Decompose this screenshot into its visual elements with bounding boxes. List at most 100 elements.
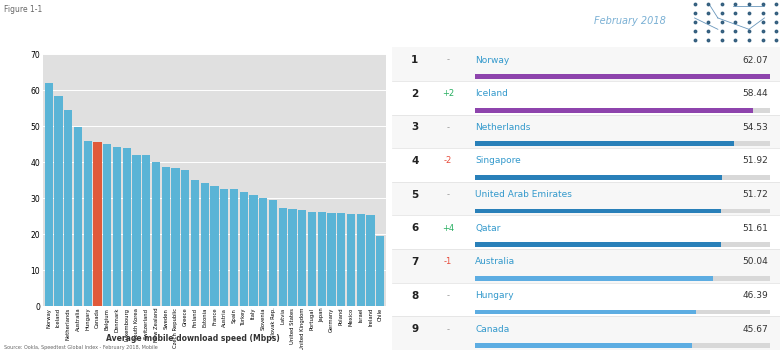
Text: 9: 9 bbox=[411, 324, 418, 334]
Bar bbox=[308, 211, 316, 306]
Text: -1: -1 bbox=[444, 257, 452, 266]
Bar bbox=[392, 81, 780, 114]
Bar bbox=[161, 167, 170, 306]
Bar bbox=[475, 209, 721, 214]
Bar bbox=[83, 141, 92, 306]
Text: -: - bbox=[446, 56, 449, 64]
Text: 51.61: 51.61 bbox=[743, 224, 768, 233]
Bar bbox=[475, 343, 771, 348]
Bar bbox=[103, 144, 112, 306]
Bar bbox=[337, 214, 346, 306]
Bar bbox=[289, 209, 296, 306]
Bar bbox=[392, 283, 780, 316]
Bar bbox=[392, 47, 780, 81]
Text: Speedtest Global Index: Speedtest Global Index bbox=[407, 16, 544, 26]
Text: -: - bbox=[446, 123, 449, 132]
Text: -: - bbox=[446, 190, 449, 199]
Bar bbox=[317, 212, 326, 306]
Bar bbox=[55, 96, 62, 306]
Text: 58.44: 58.44 bbox=[743, 89, 768, 98]
Text: Australia: Australia bbox=[475, 257, 516, 266]
Text: 51.72: 51.72 bbox=[743, 190, 768, 199]
Bar bbox=[122, 148, 131, 306]
Bar bbox=[392, 182, 780, 216]
Text: 2: 2 bbox=[411, 89, 419, 99]
Bar bbox=[356, 215, 365, 306]
Text: Average mobile download speed (Mbps): Average mobile download speed (Mbps) bbox=[106, 334, 280, 343]
Text: Norway: Norway bbox=[475, 56, 509, 64]
Text: 45.67: 45.67 bbox=[743, 325, 768, 334]
Bar bbox=[475, 108, 753, 112]
Bar bbox=[152, 162, 160, 306]
Bar bbox=[74, 127, 82, 306]
Text: 62.07: 62.07 bbox=[743, 56, 768, 64]
Bar bbox=[220, 189, 229, 306]
Text: Hungary: Hungary bbox=[475, 291, 514, 300]
Text: -: - bbox=[446, 291, 449, 300]
Bar bbox=[475, 310, 696, 314]
Bar bbox=[475, 276, 771, 281]
Bar bbox=[475, 310, 771, 314]
Text: -: - bbox=[446, 325, 449, 334]
Bar bbox=[367, 215, 374, 306]
Text: 4: 4 bbox=[411, 156, 419, 166]
Bar bbox=[475, 74, 771, 79]
Text: Average mobile download speed: Average mobile download speed bbox=[5, 26, 197, 35]
Text: Iceland: Iceland bbox=[475, 89, 508, 98]
Text: 54.53: 54.53 bbox=[743, 123, 768, 132]
Text: +2: +2 bbox=[441, 89, 454, 98]
Bar bbox=[191, 180, 199, 306]
Bar bbox=[259, 198, 268, 306]
Text: 7: 7 bbox=[411, 257, 419, 267]
Bar bbox=[475, 209, 771, 214]
Text: Qatar: Qatar bbox=[475, 224, 501, 233]
Bar bbox=[392, 216, 780, 249]
Text: +4: +4 bbox=[441, 224, 454, 233]
Text: United Arab Emirates: United Arab Emirates bbox=[475, 190, 572, 199]
Bar bbox=[172, 168, 179, 306]
Bar bbox=[239, 192, 248, 306]
Bar bbox=[475, 141, 735, 146]
Bar bbox=[392, 148, 780, 182]
Text: 51.92: 51.92 bbox=[743, 156, 768, 166]
Bar bbox=[392, 249, 780, 283]
Text: 6: 6 bbox=[411, 223, 419, 233]
Bar bbox=[475, 242, 771, 247]
Bar bbox=[328, 213, 335, 306]
Text: -2: -2 bbox=[444, 156, 452, 166]
Text: 8: 8 bbox=[411, 290, 419, 301]
Text: Source: Ookla, Speedtest Global Index - February 2018, Mobile: Source: Ookla, Speedtest Global Index - … bbox=[4, 345, 158, 350]
Bar bbox=[392, 114, 780, 148]
Text: 3: 3 bbox=[411, 122, 419, 132]
Text: 46.39: 46.39 bbox=[743, 291, 768, 300]
Bar bbox=[230, 189, 238, 306]
Bar bbox=[475, 108, 771, 112]
Bar bbox=[200, 183, 209, 306]
Bar bbox=[392, 316, 780, 350]
Bar bbox=[133, 155, 140, 306]
Text: Singapore: Singapore bbox=[475, 156, 521, 166]
Text: February 2018: February 2018 bbox=[594, 16, 665, 26]
Text: Netherlands: Netherlands bbox=[475, 123, 530, 132]
Bar bbox=[475, 74, 771, 79]
Bar bbox=[44, 83, 53, 306]
Bar bbox=[347, 214, 355, 306]
Bar bbox=[181, 170, 190, 306]
Bar bbox=[250, 195, 257, 306]
Bar bbox=[475, 343, 693, 348]
Bar bbox=[475, 242, 721, 247]
Bar bbox=[475, 141, 771, 146]
Bar bbox=[113, 147, 121, 306]
Text: 50.04: 50.04 bbox=[743, 257, 768, 266]
Bar bbox=[64, 110, 73, 306]
Bar bbox=[211, 186, 218, 306]
Bar bbox=[278, 208, 287, 306]
Bar bbox=[142, 155, 151, 306]
Bar bbox=[298, 210, 307, 306]
Bar bbox=[475, 175, 771, 180]
Bar bbox=[94, 142, 101, 306]
Bar bbox=[475, 175, 722, 180]
Text: Canada: Canada bbox=[475, 325, 509, 334]
Bar bbox=[475, 276, 713, 281]
Bar bbox=[269, 200, 277, 306]
